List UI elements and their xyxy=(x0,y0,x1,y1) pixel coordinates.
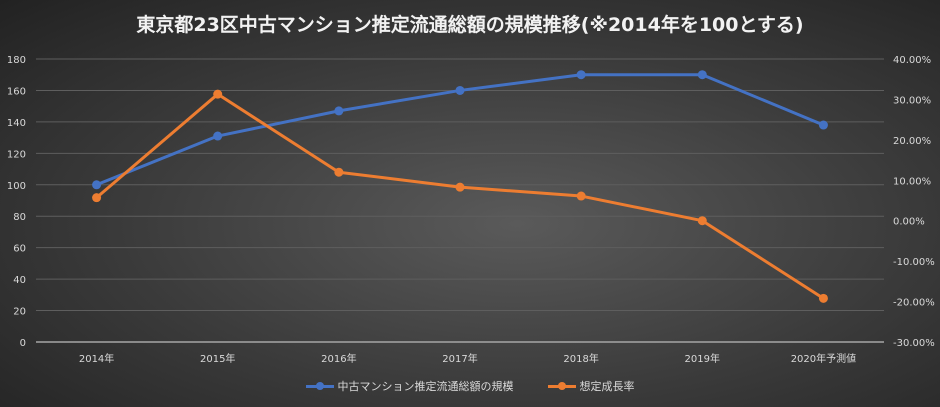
y-left-tick-label: 100 xyxy=(7,181,26,192)
y-left-tick-label: 140 xyxy=(7,118,26,129)
x-tick-label: 2019年 xyxy=(685,352,720,365)
y-left-tick-label: 20 xyxy=(13,307,26,318)
series-2-point xyxy=(455,182,465,192)
y-left-tick-label: 40 xyxy=(13,275,26,286)
series-1-point xyxy=(92,180,102,190)
y-right-tick-label: 20.00% xyxy=(893,136,931,147)
series-1-point xyxy=(213,131,223,141)
y-right-tick-label: -30.00% xyxy=(893,338,935,349)
legend-item-growth[interactable]: 想定成長率 xyxy=(547,378,635,394)
series-1-point xyxy=(455,85,465,95)
chart-title: 東京都23区中古マンション推定流通総額の規模推移(※2014年を100とする) xyxy=(136,14,804,36)
x-tick-label: 2018年 xyxy=(563,352,598,365)
series-2-point xyxy=(576,191,586,201)
series-2-point xyxy=(213,89,223,99)
y-left-tick-label: 160 xyxy=(7,86,26,97)
y-right-tick-label: 10.00% xyxy=(893,176,931,187)
legend-label: 想定成長率 xyxy=(579,380,635,393)
series-2-point xyxy=(697,216,707,226)
y-left-tick-label: 180 xyxy=(7,55,26,66)
series-line-2 xyxy=(95,92,825,300)
x-tick-label: 2014年 xyxy=(79,352,114,365)
series-2-point xyxy=(92,193,102,203)
legend: 中古マンション推定流通総額の規模 想定成長率 xyxy=(0,378,940,394)
series-1-point xyxy=(576,70,586,80)
y-right-tick-label: -20.00% xyxy=(893,298,935,309)
legend-swatch-blue xyxy=(305,381,334,390)
series-2-point xyxy=(334,167,344,177)
series-1-point xyxy=(334,106,344,116)
y-left-tick-label: 0 xyxy=(20,338,26,349)
y-left-tick-label: 60 xyxy=(13,244,26,255)
y-right-tick-label: 40.00% xyxy=(893,55,931,66)
x-tick-label: 2016年 xyxy=(321,352,356,365)
y-right-tick-label: 30.00% xyxy=(893,95,931,106)
y-left-tick-label: 80 xyxy=(13,212,26,223)
series-1-point xyxy=(697,70,707,80)
series-1-point xyxy=(818,120,828,130)
legend-swatch-orange xyxy=(547,381,576,390)
x-tick-label: 2017年 xyxy=(442,352,477,365)
y-right-tick-label: -10.00% xyxy=(893,257,935,268)
x-tick-label: 2015年 xyxy=(200,352,235,365)
y-left-tick-label: 120 xyxy=(7,149,26,160)
legend-item-volume[interactable]: 中古マンション推定流通総額の規模 xyxy=(305,378,514,394)
legend-label: 中古マンション推定流通総額の規模 xyxy=(337,380,514,393)
y-right-tick-label: 0.00% xyxy=(893,217,925,228)
series-2-point xyxy=(818,293,828,303)
x-tick-label: 2020年予測値 xyxy=(791,352,856,365)
